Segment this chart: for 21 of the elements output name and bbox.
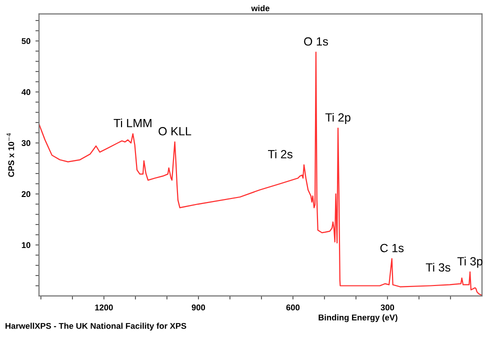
x-tick-label: 1200 [95, 304, 113, 310]
annotation: O KLL [158, 127, 192, 136]
text: HarwellXPS - The UK National Facility for XPS [6, 322, 186, 331]
x-tick-label: 900 [192, 304, 206, 310]
x-tick-label: 600 [286, 304, 300, 310]
x-axis-title: Binding Energy (eV) [318, 314, 398, 322]
annotation: Ti LMM [114, 118, 152, 128]
x-tick-label: 300 [380, 304, 394, 310]
y-axis-title: CPS x 10$^{−4}$ [6, 133, 14, 177]
annotation: Ti 2p [325, 112, 350, 124]
annotation: Ti 3p [457, 256, 482, 268]
annotation: C 1s [380, 244, 404, 252]
chart-title: wide [251, 5, 270, 12]
y-tick-label: 40 [22, 89, 30, 96]
y-tick-label: 10 [22, 242, 30, 248]
y-tick-label: 20 [22, 191, 30, 198]
annotation: Ti 3s [426, 262, 450, 272]
annotation: O 1s [304, 37, 328, 46]
y-tick-label: 50 [22, 38, 30, 44]
annotation: Ti 2s [268, 150, 292, 158]
y-tick-label: 30 [22, 140, 30, 146]
